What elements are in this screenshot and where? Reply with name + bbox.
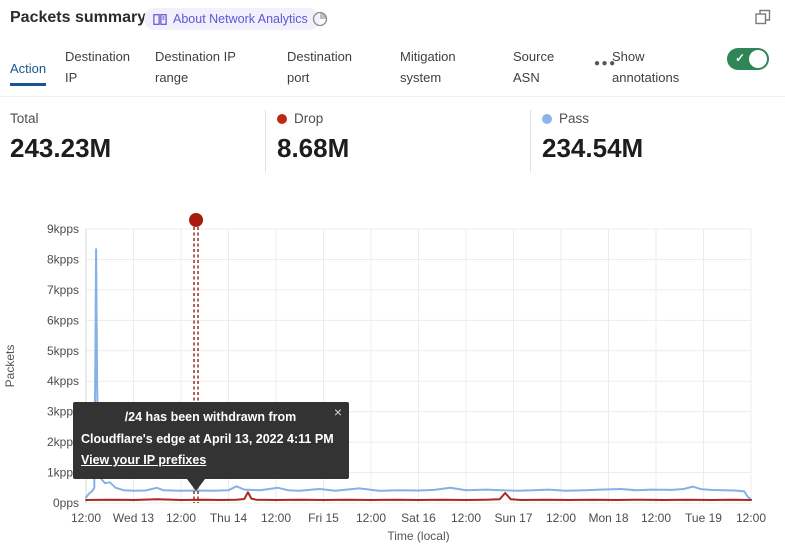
y-tick-label: 8kpps bbox=[47, 252, 79, 266]
x-tick-label: Thu 14 bbox=[210, 511, 248, 525]
tab-source-asn[interactable]: Source ASN bbox=[513, 49, 555, 85]
x-tick-label: Mon 18 bbox=[588, 511, 628, 525]
drop-label: Drop bbox=[294, 111, 324, 126]
page-title: Packets summary bbox=[10, 9, 147, 26]
tooltip-caret bbox=[187, 478, 205, 491]
stat-divider bbox=[265, 110, 266, 172]
y-tick-label: 7kpps bbox=[47, 283, 79, 297]
tooltip-line2: Cloudflare's edge at April 13, 2022 4:11… bbox=[81, 431, 334, 446]
x-tick-label: 12:00 bbox=[546, 511, 576, 525]
close-icon[interactable]: × bbox=[333, 404, 342, 420]
total-label: Total bbox=[10, 111, 39, 126]
pass-line bbox=[85, 248, 752, 501]
book-icon bbox=[153, 13, 167, 26]
stat-drop: Drop 8.68M bbox=[277, 111, 349, 164]
tooltip-line1: /24 has been withdrawn from bbox=[124, 410, 297, 424]
x-tick-label: 12:00 bbox=[641, 511, 671, 525]
y-tick-label: 0pps bbox=[53, 496, 79, 510]
x-tick-label: 12:00 bbox=[71, 511, 101, 525]
check-icon: ✓ bbox=[735, 51, 746, 65]
about-network-analytics-badge[interactable]: About Network Analytics bbox=[144, 8, 320, 30]
stat-total: Total 243.23M bbox=[10, 111, 111, 164]
x-tick-label: 12:00 bbox=[356, 511, 386, 525]
x-tick-label: 12:00 bbox=[166, 511, 196, 525]
show-annotations-toggle[interactable]: ✓ bbox=[727, 48, 769, 70]
x-axis-title: Time (local) bbox=[387, 529, 449, 543]
x-tick-label: Tue 19 bbox=[685, 511, 722, 525]
view-ip-prefixes-link[interactable]: View your IP prefixes bbox=[81, 453, 207, 467]
x-tick-label: Sun 17 bbox=[494, 511, 532, 525]
show-annotations-label: Show annotations bbox=[612, 49, 680, 85]
tabs-divider bbox=[0, 96, 785, 97]
y-tick-label: 5kpps bbox=[47, 344, 79, 358]
annotation-marker-dot[interactable] bbox=[189, 213, 204, 227]
y-tick-label: 3kpps bbox=[47, 405, 79, 419]
pass-legend-dot bbox=[542, 113, 552, 124]
total-value: 243.23M bbox=[10, 133, 112, 163]
tab-mitigation-system[interactable]: Mitigation system bbox=[400, 49, 456, 85]
x-tick-label: Fri 15 bbox=[308, 511, 339, 525]
x-tick-label: 12:00 bbox=[261, 511, 291, 525]
drop-legend-dot bbox=[277, 113, 287, 124]
pass-value: 234.54M bbox=[542, 133, 644, 163]
x-tick-label: Sat 16 bbox=[401, 511, 436, 525]
tab-action[interactable]: Action bbox=[10, 58, 47, 86]
drop-value: 8.68M bbox=[277, 133, 350, 163]
more-tabs-icon[interactable]: ●●● bbox=[594, 58, 617, 69]
x-tick-label: 12:00 bbox=[451, 511, 481, 525]
pass-label: Pass bbox=[559, 111, 590, 126]
drop-line bbox=[85, 491, 752, 501]
toggle-knob bbox=[749, 50, 767, 68]
x-tick-label: Wed 13 bbox=[113, 511, 154, 525]
tab-destination-ip[interactable]: Destination IP bbox=[65, 49, 131, 85]
y-tick-label: 1kpps bbox=[47, 466, 79, 480]
y-tick-label: 4kpps bbox=[47, 374, 79, 388]
expand-icon[interactable] bbox=[754, 8, 772, 26]
packets-chart: 0pps 1kpps 2kpps 3kpps 4kpps 5kpps 6kpps 7kpps 8… bbox=[0, 210, 785, 555]
stat-divider bbox=[530, 110, 531, 172]
stat-pass: Pass 234.54M bbox=[542, 111, 643, 164]
y-tick-label: 9kpps bbox=[47, 222, 79, 236]
x-tick-label: 12:00 bbox=[736, 511, 766, 525]
tab-destination-port[interactable]: Destination port bbox=[287, 49, 353, 85]
y-tick-label: 6kpps bbox=[47, 313, 79, 327]
badge-label: About Network Analytics bbox=[173, 12, 308, 26]
filter-tabs: Action Destination IP Destination IP ran… bbox=[10, 46, 775, 92]
chart-canvas: 0pps 1kpps 2kpps 3kpps 4kpps 5kpps 6kpps 7kpps 8… bbox=[3, 213, 766, 543]
y-axis-title: Packets bbox=[3, 345, 17, 388]
y-tick-label: 2kpps bbox=[47, 435, 79, 449]
tab-destination-ip-range[interactable]: Destination IP range bbox=[155, 49, 236, 85]
annotation-tooltip: × /24 has been withdrawn from Cloudflare… bbox=[73, 402, 349, 491]
clock-icon[interactable] bbox=[311, 10, 329, 28]
stats-row: Total 243.23M Drop 8.68M Pass 234.54M bbox=[0, 105, 785, 180]
